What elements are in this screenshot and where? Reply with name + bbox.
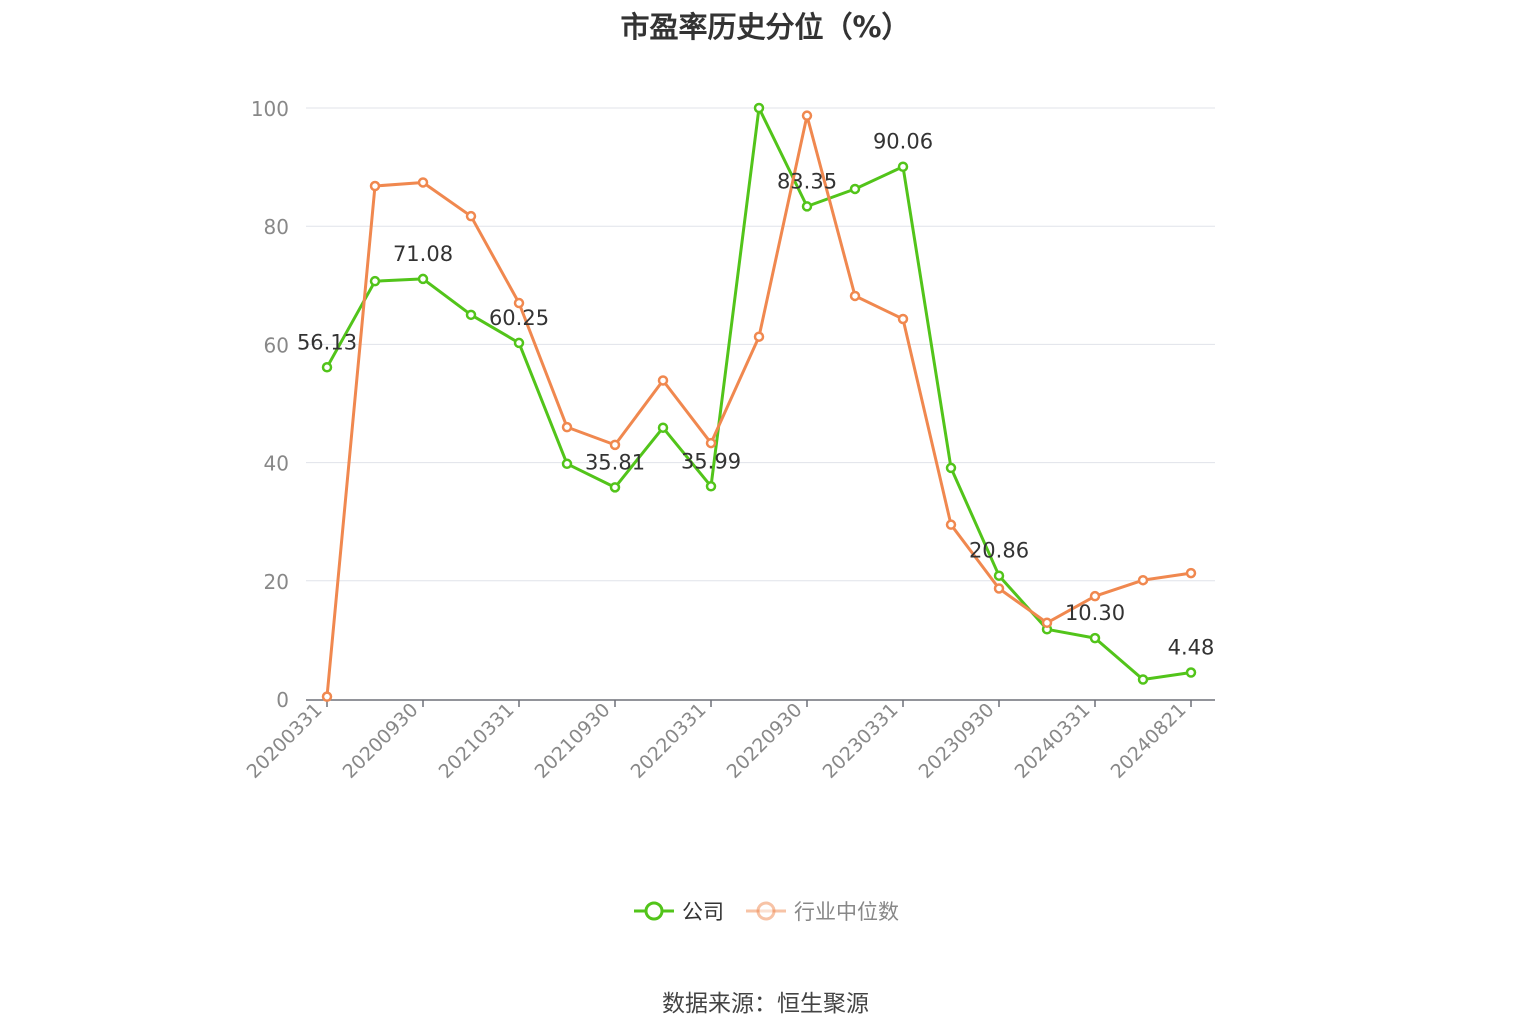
data-label: 35.81 — [585, 450, 645, 474]
data-point — [657, 422, 669, 433]
data-point — [1137, 674, 1149, 685]
data-label: 10.30 — [1065, 601, 1125, 625]
x-tick-label: 20200930 — [339, 699, 423, 783]
data-source: 数据来源：恒生聚源 — [662, 991, 869, 1017]
legend-marker-icon — [746, 901, 786, 921]
x-tick-label: 20210331 — [435, 699, 519, 783]
series-line-1 — [325, 114, 1192, 697]
x-tick-label: 20240331 — [1011, 699, 1095, 783]
data-point — [849, 183, 861, 195]
data-point — [849, 290, 861, 302]
data-label-layer: 56.13 71.08 60.25 35.81 35.99 83.35 90.06 20.86… — [297, 130, 1214, 660]
x-tick-label: 20210930 — [531, 699, 615, 783]
legend: 公司 行业中位数 — [0, 896, 1531, 926]
x-tick-label: 20240821 — [1107, 699, 1191, 783]
data-label: 83.35 — [777, 169, 837, 193]
x-tick-label: 20220331 — [627, 699, 711, 783]
legend-circle-company — [644, 901, 664, 921]
x-tick-label: 20230930 — [915, 699, 999, 783]
legend-label-company: 公司 — [682, 900, 724, 924]
data-point — [561, 421, 573, 433]
data-point — [801, 110, 813, 121]
data-point — [369, 180, 381, 192]
data-point — [801, 201, 813, 212]
data-point — [1089, 590, 1101, 602]
x-tick-label: 20230331 — [819, 699, 903, 783]
chart-title: 市盈率历史分位（%） — [620, 10, 911, 44]
data-point — [465, 309, 477, 321]
y-tick-label: 20 — [264, 570, 289, 594]
data-point — [321, 362, 333, 373]
data-point — [369, 275, 381, 287]
data-label: 90.06 — [873, 130, 933, 154]
data-point — [1041, 617, 1053, 629]
y-tick-label: 80 — [264, 215, 289, 239]
data-point — [417, 177, 429, 188]
data-point — [561, 458, 573, 470]
data-label: 60.25 — [489, 306, 549, 330]
data-point — [609, 482, 621, 493]
data-label: 35.99 — [681, 449, 741, 473]
data-point — [705, 437, 717, 449]
data-point — [945, 462, 957, 474]
data-point — [1089, 632, 1101, 644]
data-point — [753, 102, 765, 114]
legend-label-industry-median: 行业中位数 — [794, 900, 899, 924]
data-point — [657, 375, 669, 386]
data-point — [465, 210, 477, 222]
legend-item-company[interactable]: 公司 — [632, 896, 724, 926]
data-point — [1137, 574, 1149, 586]
data-point — [753, 331, 765, 342]
data-point — [993, 583, 1005, 594]
y-tick-label: 100 — [251, 97, 289, 121]
data-point — [321, 691, 333, 702]
data-label: 71.08 — [393, 242, 453, 266]
data-point — [945, 519, 957, 530]
data-label: 56.13 — [297, 330, 357, 354]
series-line-0 — [325, 106, 1192, 681]
legend-item-industry-median[interactable]: 行业中位数 — [744, 896, 899, 926]
data-point — [417, 273, 429, 285]
x-tick-label: 20220930 — [723, 699, 807, 783]
data-point — [705, 481, 717, 492]
data-point — [513, 337, 525, 349]
legend-circle-industry — [756, 901, 776, 921]
y-tick-label: 0 — [276, 688, 289, 712]
grid-layer — [306, 107, 1215, 582]
data-point — [609, 439, 621, 451]
data-point — [513, 297, 525, 309]
data-label: 20.86 — [969, 539, 1029, 563]
data-point — [897, 313, 909, 325]
y-tick-label: 40 — [264, 452, 289, 476]
y-tick-label: 60 — [264, 333, 289, 357]
data-point — [1185, 667, 1197, 678]
series-layer — [321, 102, 1197, 702]
data-label: 4.48 — [1168, 636, 1215, 660]
data-point — [993, 570, 1005, 581]
legend-marker-icon — [634, 901, 674, 921]
data-point — [1185, 567, 1197, 579]
data-point — [897, 161, 909, 172]
